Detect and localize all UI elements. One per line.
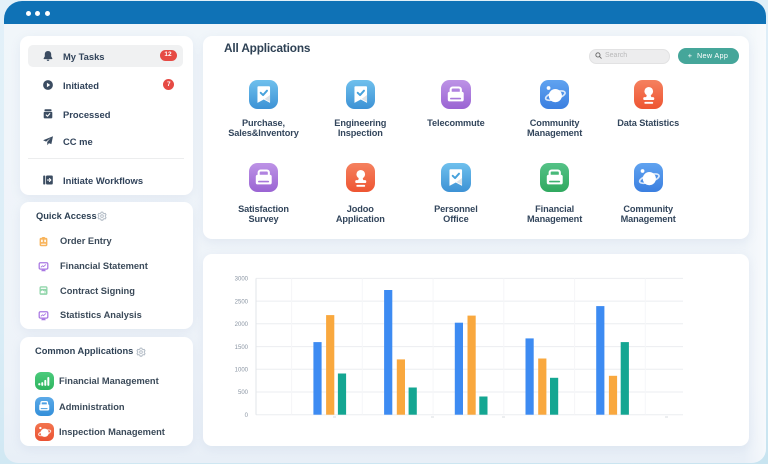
svg-text:500: 500 — [238, 390, 249, 396]
svg-text:2000: 2000 — [235, 322, 249, 328]
svg-text:0: 0 — [245, 413, 249, 419]
svg-text:1500: 1500 — [235, 345, 249, 351]
svg-text:2500: 2500 — [235, 299, 249, 305]
svg-text:3000: 3000 — [235, 277, 249, 283]
svg-text:1000: 1000 — [235, 368, 249, 374]
